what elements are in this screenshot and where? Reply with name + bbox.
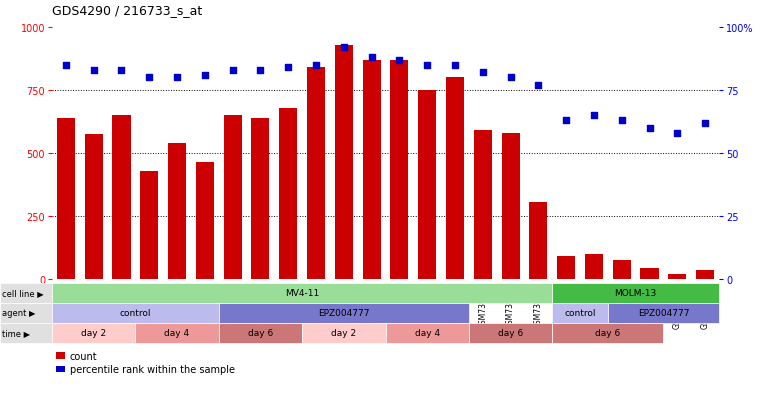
Text: EPZ004777: EPZ004777 — [318, 309, 370, 318]
Bar — [57, 119, 75, 279]
Bar — [135, 323, 218, 343]
Bar — [52, 303, 218, 323]
Bar — [113, 116, 130, 279]
Bar — [613, 261, 631, 279]
Bar — [196, 162, 214, 279]
Point — [671, 130, 683, 137]
Bar — [218, 323, 302, 343]
Bar — [52, 283, 552, 303]
Bar — [530, 203, 547, 279]
Point — [227, 67, 239, 74]
Bar — [386, 323, 469, 343]
Bar — [552, 303, 608, 323]
Point — [60, 62, 72, 69]
Bar — [552, 283, 719, 303]
Bar — [56, 353, 65, 359]
Text: control: control — [565, 309, 596, 318]
Point — [143, 75, 155, 81]
Bar — [224, 116, 242, 279]
Bar — [641, 268, 658, 279]
Point — [199, 72, 211, 79]
Bar — [557, 257, 575, 279]
Point — [644, 125, 656, 132]
Bar — [302, 323, 386, 343]
Bar — [56, 366, 65, 373]
Bar — [501, 133, 520, 279]
Point — [393, 57, 406, 64]
Text: count: count — [69, 351, 97, 361]
Text: day 2: day 2 — [81, 329, 107, 338]
Bar — [279, 108, 298, 279]
Text: MOLM-13: MOLM-13 — [614, 289, 657, 298]
Bar — [469, 323, 552, 343]
Text: day 6: day 6 — [595, 329, 620, 338]
Bar — [52, 323, 135, 343]
Bar — [168, 144, 186, 279]
Point — [476, 70, 489, 76]
Bar — [218, 303, 469, 323]
Text: GDS4290 / 216733_s_at: GDS4290 / 216733_s_at — [52, 4, 202, 17]
Bar — [552, 323, 664, 343]
Point — [587, 113, 600, 119]
Bar — [0, 303, 52, 323]
Bar — [140, 171, 158, 279]
Bar — [362, 61, 380, 279]
Text: control: control — [119, 309, 151, 318]
Bar — [251, 119, 269, 279]
Text: MV4-11: MV4-11 — [285, 289, 320, 298]
Text: day 6: day 6 — [248, 329, 273, 338]
Point — [505, 75, 517, 81]
Point — [449, 62, 461, 69]
Bar — [474, 131, 492, 279]
Bar — [446, 78, 464, 279]
Bar — [307, 68, 325, 279]
Point — [421, 62, 433, 69]
Bar — [585, 254, 603, 279]
Text: day 2: day 2 — [331, 329, 356, 338]
Bar — [84, 135, 103, 279]
Text: time ▶: time ▶ — [2, 329, 30, 338]
Bar — [390, 61, 409, 279]
Bar — [0, 323, 52, 343]
Point — [699, 120, 712, 127]
Text: day 4: day 4 — [164, 329, 189, 338]
Bar — [418, 91, 436, 279]
Bar — [0, 283, 52, 303]
Bar — [335, 45, 353, 279]
Bar — [696, 271, 714, 279]
Text: cell line ▶: cell line ▶ — [2, 289, 44, 298]
Text: day 6: day 6 — [498, 329, 524, 338]
Point — [171, 75, 183, 81]
Point — [254, 67, 266, 74]
Text: agent ▶: agent ▶ — [2, 309, 36, 318]
Text: day 4: day 4 — [415, 329, 440, 338]
Text: EPZ004777: EPZ004777 — [638, 309, 689, 318]
Point — [310, 62, 322, 69]
Point — [282, 65, 295, 71]
Point — [616, 118, 628, 124]
Bar — [608, 303, 719, 323]
Point — [338, 45, 350, 51]
Text: percentile rank within the sample: percentile rank within the sample — [69, 364, 234, 374]
Point — [532, 83, 544, 89]
Bar — [668, 274, 686, 279]
Point — [560, 118, 572, 124]
Point — [116, 67, 128, 74]
Point — [365, 55, 377, 62]
Point — [88, 67, 100, 74]
